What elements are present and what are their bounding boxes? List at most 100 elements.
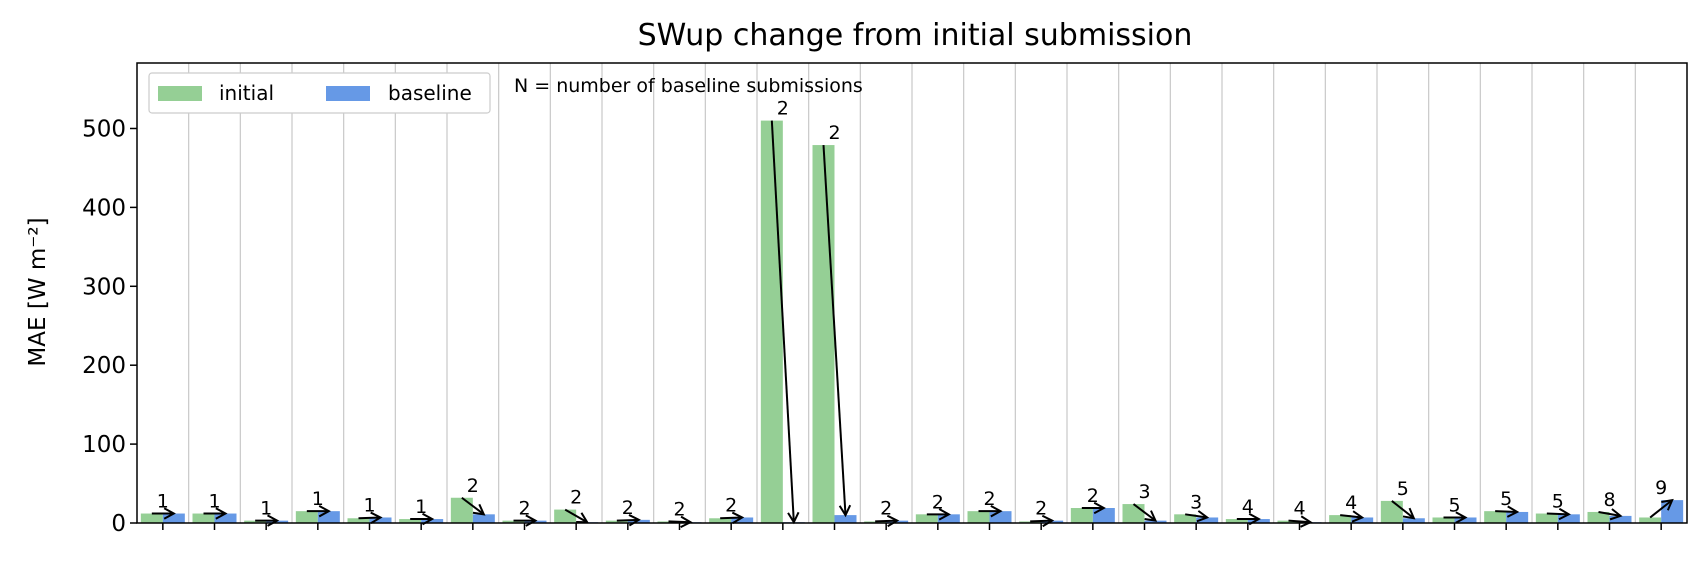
change-arrow	[1030, 519, 1053, 523]
bar-baseline	[989, 511, 1012, 523]
bar-initial	[347, 518, 370, 523]
bar-initial	[140, 513, 163, 523]
change-arrowhead	[680, 515, 693, 529]
change-arrow	[1340, 514, 1363, 519]
change-arrowhead	[731, 511, 745, 524]
change-arrow	[770, 120, 795, 523]
bar-initial	[1070, 508, 1093, 523]
change-arrowhead	[1144, 510, 1158, 522]
change-arrowhead	[1558, 507, 1571, 521]
change-arrowhead	[1351, 510, 1365, 523]
n-label: 2	[518, 498, 530, 520]
chart-title: SWup change from initial submission	[638, 18, 1193, 53]
change-arrowhead	[1402, 507, 1416, 520]
change-arrowhead	[267, 514, 280, 527]
change-arrowhead	[1661, 498, 1674, 511]
bar-baseline	[266, 520, 289, 523]
bar-initial	[812, 145, 835, 523]
n-label: 2	[570, 487, 582, 509]
bar-initial	[1535, 513, 1558, 523]
n-label: 2	[725, 494, 737, 516]
n-label: 1	[260, 498, 272, 520]
bar-baseline	[524, 520, 547, 523]
n-label: 5	[1552, 491, 1564, 513]
legend: initial baseline	[148, 72, 491, 114]
y-axis-label: MAE [W m⁻²]	[25, 217, 51, 366]
bar-baseline	[472, 514, 495, 523]
axes: 0 100 200 300 400 500	[82, 62, 1688, 537]
bar-initial	[967, 511, 990, 523]
bars	[140, 120, 1684, 523]
bar-initial	[295, 511, 318, 523]
annotation-note: N = number of baseline submissions	[514, 75, 863, 97]
bar-baseline	[162, 513, 185, 523]
y-tick-label: 200	[82, 353, 126, 379]
change-arrow	[461, 496, 485, 516]
n-label: 2	[932, 491, 944, 513]
n-label: 2	[622, 497, 634, 519]
change-arrow	[1598, 510, 1621, 517]
change-arrowhead	[787, 511, 800, 525]
bar-initial	[399, 519, 422, 523]
change-arrowhead	[1041, 514, 1055, 528]
bar-initial	[1174, 514, 1197, 523]
y-tick-label: 100	[82, 432, 126, 458]
n-label: 2	[673, 498, 685, 520]
bar-baseline	[886, 520, 909, 523]
bar-baseline	[369, 517, 392, 523]
n-labels: 1 1 1 1 1 1 2 2 2 2 2 2 2 2 2 2 2 2 2 3 3 4 4 4 5 5 5 5 8 9	[157, 98, 1667, 521]
n-label: 1	[415, 496, 427, 518]
bar-baseline	[834, 515, 857, 523]
bar-initial	[1019, 521, 1042, 523]
n-label: 5	[1397, 478, 1409, 500]
change-arrowhead	[938, 508, 951, 521]
change-arrow	[720, 516, 743, 520]
bar-baseline	[1144, 520, 1167, 523]
bar-initial	[1122, 504, 1145, 523]
n-label: 2	[467, 475, 479, 497]
y-tick-label: 400	[82, 195, 126, 221]
n-label: 4	[1293, 498, 1305, 520]
y-tick-label: 300	[82, 274, 126, 300]
n-label: 2	[777, 98, 789, 120]
bar-baseline	[627, 519, 650, 523]
n-label: 8	[1603, 489, 1615, 511]
bar-baseline	[214, 513, 237, 523]
change-arrow	[875, 519, 898, 523]
bar-initial	[502, 520, 525, 523]
bar-initial	[760, 120, 783, 523]
bar-initial	[709, 518, 732, 523]
n-label: 9	[1655, 477, 1667, 499]
change-arrow	[1546, 512, 1569, 516]
y-tick-label: 500	[82, 116, 126, 142]
n-label: 2	[880, 498, 892, 520]
plot-frame	[136, 62, 1688, 524]
y-tick-label: 0	[111, 511, 126, 537]
change-arrowhead	[1093, 501, 1106, 515]
bar-initial	[1225, 519, 1248, 523]
bar-initial	[450, 497, 473, 523]
change-arrowhead	[1609, 508, 1623, 521]
bar-baseline	[1609, 515, 1632, 523]
change-arrowhead	[838, 504, 852, 518]
bar-initial	[1329, 515, 1352, 523]
change-arrow	[1391, 500, 1415, 520]
change-arrowhead	[318, 505, 331, 518]
bar-baseline	[421, 519, 444, 523]
change-arrowhead	[163, 507, 176, 520]
n-label: 3	[1190, 491, 1202, 513]
change-arrowhead	[472, 503, 486, 516]
change-arrow	[616, 518, 639, 522]
change-arrow	[1495, 510, 1518, 513]
change-arrow	[1132, 503, 1157, 522]
bar-initial	[915, 514, 938, 523]
bar-initial	[1277, 520, 1300, 523]
change-arrows	[151, 120, 1674, 529]
bar-initial	[1432, 517, 1455, 523]
change-arrowhead	[370, 511, 383, 524]
bar-initial	[1380, 500, 1403, 523]
bar-baseline	[1661, 500, 1684, 523]
bar-baseline	[1557, 514, 1580, 523]
change-arrowhead	[1455, 511, 1468, 524]
